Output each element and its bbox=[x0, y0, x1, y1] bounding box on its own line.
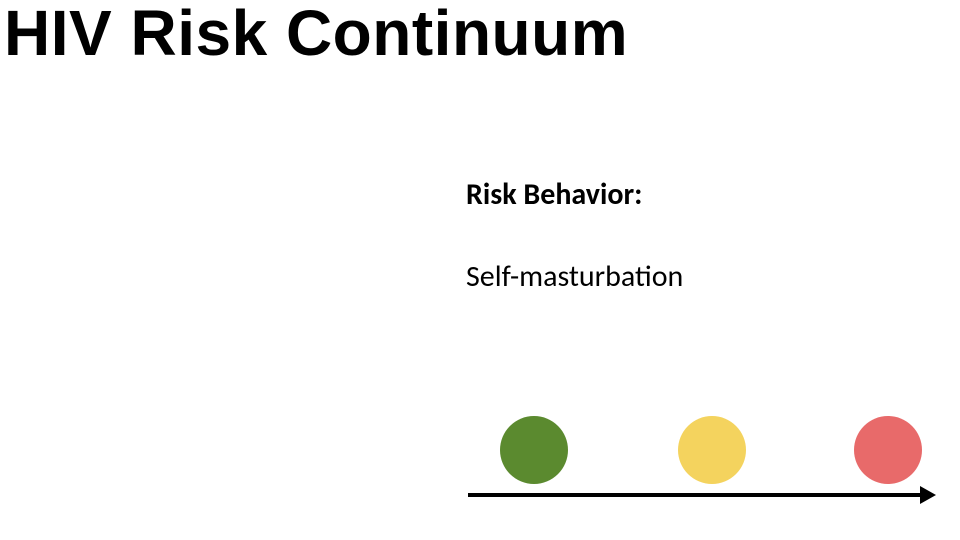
continuum-circle-high bbox=[854, 416, 922, 484]
continuum-arrow-line bbox=[468, 493, 920, 497]
continuum-circle-medium bbox=[678, 416, 746, 484]
slide: HIV Risk Continuum Risk Behavior: Self-m… bbox=[0, 0, 960, 540]
risk-behavior-item: Self-masturbation bbox=[466, 258, 683, 295]
continuum-circle-low bbox=[500, 416, 568, 484]
risk-behavior-heading: Risk Behavior: bbox=[466, 176, 642, 213]
slide-title: HIV Risk Continuum bbox=[4, 0, 628, 67]
continuum-arrow-head-icon bbox=[920, 486, 936, 504]
